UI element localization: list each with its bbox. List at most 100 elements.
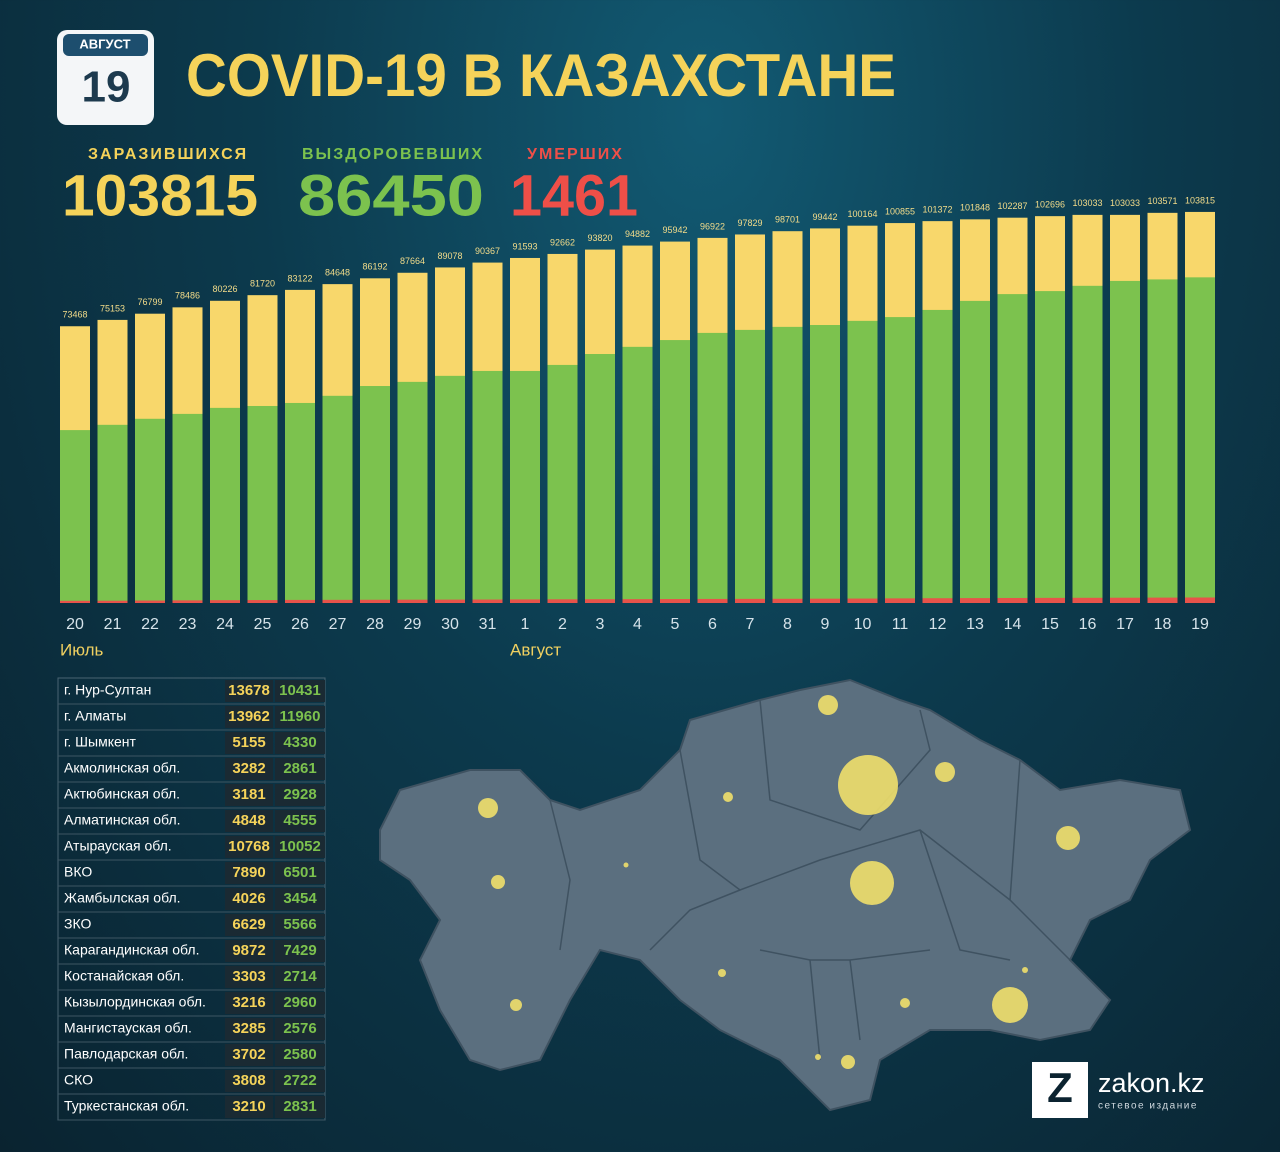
bubble xyxy=(815,1054,821,1060)
bar-segment xyxy=(847,598,878,603)
recovered-cell xyxy=(275,940,325,962)
bar-segment xyxy=(660,599,690,603)
bar-segment xyxy=(135,600,165,603)
cases-cell xyxy=(225,914,273,936)
bar-segment xyxy=(60,600,90,603)
region-name: г. Нур-Султан xyxy=(64,682,151,698)
value-label: 84648 xyxy=(325,268,350,278)
cases-cell xyxy=(225,784,273,806)
border xyxy=(849,959,861,1041)
cases-cell xyxy=(225,1018,273,1040)
border xyxy=(919,829,1011,961)
recovered-value: 11960 xyxy=(280,708,321,725)
bar-segment xyxy=(997,597,1028,603)
x-tick-label: 30 xyxy=(441,616,459,633)
value-label: 102696 xyxy=(1035,200,1065,210)
bar-segment xyxy=(810,324,840,603)
x-tick-label: 16 xyxy=(1079,616,1097,633)
bar-segment xyxy=(285,599,315,603)
x-tick-label: 12 xyxy=(929,616,947,633)
recovered-value: 2722 xyxy=(283,1072,316,1089)
bar-segment xyxy=(472,599,503,603)
bar-segment xyxy=(885,317,915,603)
badge-month: АВГУСТ xyxy=(79,36,130,51)
recovered-value: 5566 xyxy=(283,916,316,933)
cases-value: 6629 xyxy=(232,916,265,933)
recovered-value: 2960 xyxy=(283,994,316,1011)
bubble xyxy=(818,695,838,715)
bar-segment xyxy=(322,395,353,603)
bubble xyxy=(491,875,505,889)
bar-segment xyxy=(1110,597,1140,603)
month-label: Июль xyxy=(60,640,104,659)
region-name: ЗКО xyxy=(64,916,91,932)
month-label: Август xyxy=(510,640,561,659)
bar-segment xyxy=(285,402,315,603)
recovered-value: 10431 xyxy=(279,682,321,699)
bar-segment xyxy=(660,340,690,603)
headline-label: УМЕРШИХ xyxy=(527,146,624,163)
recovered-value: 2714 xyxy=(283,968,317,985)
value-label: 87664 xyxy=(400,256,425,266)
bar-segment xyxy=(172,413,203,603)
region-table: г. Нур-Султан 13678 10431 г. Алматы 13962 119… xyxy=(57,677,326,1121)
x-tick-label: 5 xyxy=(671,616,680,633)
bar-segment xyxy=(97,424,128,603)
bar-segment xyxy=(772,598,803,603)
value-label: 103815 xyxy=(1185,195,1215,205)
recovered-cell xyxy=(275,732,325,754)
bar-segment xyxy=(1035,597,1065,603)
recovered-value: 2861 xyxy=(283,760,316,777)
recovered-value: 4555 xyxy=(283,812,316,829)
region-name: Акмолинская обл. xyxy=(64,760,180,776)
value-label: 103033 xyxy=(1072,198,1102,208)
recovered-cell xyxy=(275,706,325,728)
recovered-cell xyxy=(275,836,325,858)
region-name: Туркестанская обл. xyxy=(64,1098,189,1114)
value-label: 91593 xyxy=(512,241,537,251)
region-bubbles xyxy=(478,695,1080,1069)
border xyxy=(549,799,571,951)
border xyxy=(759,699,931,831)
cases-cell xyxy=(225,862,273,884)
cases-cell xyxy=(225,992,273,1014)
x-tick-label: 14 xyxy=(1004,616,1022,633)
bar-segment xyxy=(472,370,503,603)
region-name: ВКО xyxy=(64,864,92,880)
value-label: 75153 xyxy=(100,303,125,313)
cases-cell xyxy=(225,732,273,754)
recovered-value: 2831 xyxy=(283,1098,316,1115)
bar-segment xyxy=(1035,291,1065,603)
bubble xyxy=(723,792,733,802)
bar-segment xyxy=(510,599,540,603)
bar-segment xyxy=(585,599,615,603)
cases-cell xyxy=(225,1070,273,1092)
logo-mark: Z xyxy=(1047,1064,1073,1111)
bar-segment xyxy=(922,309,953,603)
bar-segment xyxy=(510,370,540,603)
badge-day: 19 xyxy=(82,63,131,112)
bubble xyxy=(1056,826,1080,850)
bar-segment xyxy=(735,598,765,603)
bar-segment xyxy=(847,320,878,603)
recovered-cell xyxy=(275,1070,325,1092)
bar-segment xyxy=(247,600,278,603)
recovered-value: 7429 xyxy=(283,942,316,959)
recovered-cell xyxy=(275,1096,325,1118)
x-tick-label: 26 xyxy=(291,616,309,633)
cases-value: 13962 xyxy=(228,708,270,725)
cases-cell xyxy=(225,836,273,858)
value-label: 93820 xyxy=(587,233,612,243)
logo-name: zakon.kz xyxy=(1098,1068,1205,1098)
x-tick-label: 9 xyxy=(821,616,830,633)
bubble xyxy=(478,798,498,818)
bar-segment xyxy=(997,294,1028,603)
cases-value: 5155 xyxy=(232,734,265,751)
bar-segment xyxy=(697,598,728,603)
recovered-value: 6501 xyxy=(283,864,316,881)
recovered-value: 2580 xyxy=(283,1046,316,1063)
value-label: 89078 xyxy=(437,251,462,261)
recovered-cell xyxy=(275,888,325,910)
recovered-value: 2576 xyxy=(283,1020,316,1037)
